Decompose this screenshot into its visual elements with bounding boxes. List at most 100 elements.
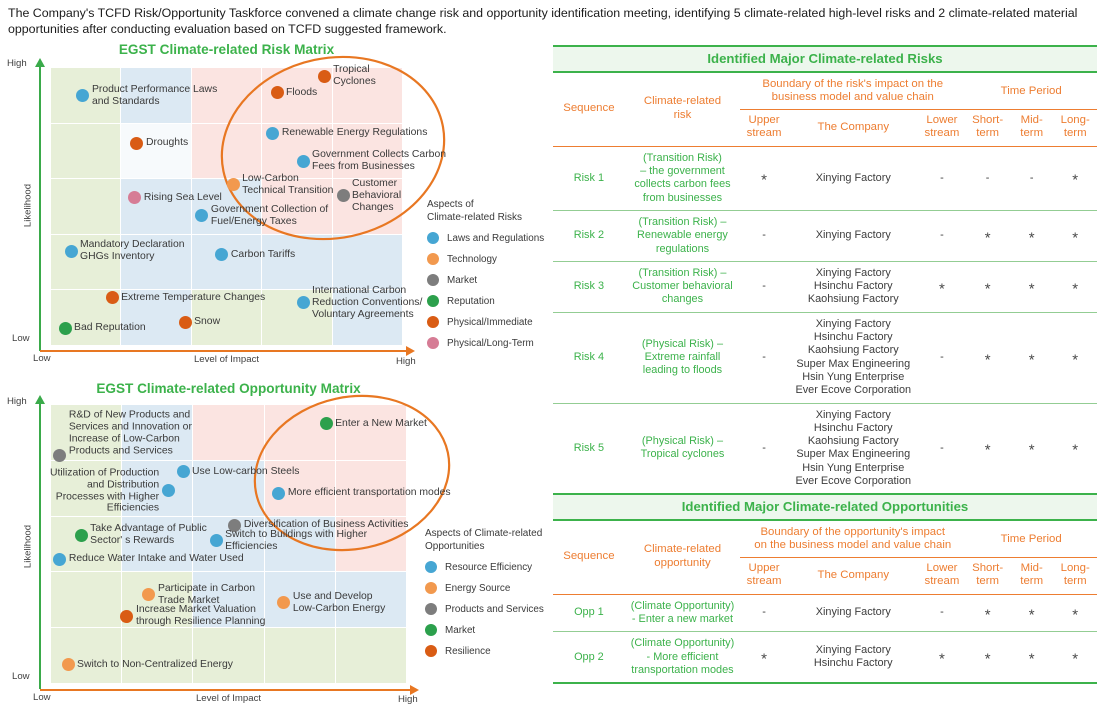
- opportunity-x-axis-label: Level of Impact: [195, 693, 262, 704]
- cell-short-term: *: [965, 594, 1010, 633]
- opportunity-matrix-title: EGST Climate-related Opportunity Matrix: [96, 381, 361, 396]
- point-label: International Carbon Reduction Conventio…: [312, 285, 423, 320]
- asterisk-mark: *: [1072, 280, 1079, 298]
- cell-mid-term: *: [1009, 631, 1054, 685]
- legend-label: Technology: [447, 253, 497, 265]
- matrix-cell-green: [51, 234, 121, 290]
- asterisk-mark: *: [1028, 606, 1035, 624]
- opportunity-y-low-label: Low: [12, 671, 30, 682]
- asterisk-mark: *: [761, 650, 767, 668]
- opportunity-x-high-label: High: [398, 694, 418, 705]
- matrix-cell-green: [51, 628, 122, 683]
- cell-short-term: *: [965, 312, 1010, 404]
- legend-item: Market: [427, 274, 547, 286]
- point-dot: [130, 136, 144, 150]
- point-dot: [58, 321, 72, 335]
- pink-legend-dot: [427, 337, 439, 349]
- point-label: Floods: [286, 86, 318, 98]
- col-short-term: Short- term: [965, 557, 1010, 595]
- point-dot: [178, 315, 192, 329]
- cell-upper-stream: *: [740, 631, 788, 685]
- point-dot: [226, 178, 240, 192]
- matrix-cell-green: [335, 628, 406, 683]
- opportunity-y-axis-label: Likelihood: [22, 524, 34, 569]
- cell-lower-stream: *: [918, 631, 966, 685]
- green-legend-dot: [427, 295, 439, 307]
- col-the-company: The Company: [787, 557, 919, 595]
- risk-matrix-title: EGST Climate-related Risk Matrix: [118, 42, 335, 57]
- table-row: Risk 2 (Transition Risk) – Renewable ener…: [553, 210, 1097, 262]
- col-long-term: Long- term: [1053, 109, 1097, 147]
- asterisk-mark: *: [984, 229, 991, 247]
- asterisk-mark: *: [984, 441, 991, 459]
- risk-x-low-label: Low: [33, 353, 51, 364]
- legend-label: Energy Source: [445, 582, 511, 594]
- risk-y-low-label: Low: [12, 333, 30, 344]
- gray-legend-dot: [427, 274, 439, 286]
- col-risk: Climate-related risk: [624, 73, 741, 147]
- risk-legend: Aspects of Climate-related Risks Laws and…: [427, 198, 547, 358]
- cell-upper-stream: *: [740, 146, 788, 212]
- cell-mid-term: -: [1009, 146, 1054, 212]
- point-label: Droughts: [145, 137, 189, 149]
- asterisk-mark: *: [1072, 650, 1079, 668]
- point-dot: [266, 126, 280, 140]
- risks-table: Identified Major Climate-related Risks S…: [553, 45, 1097, 496]
- legend-item: Physical/Long-Term: [427, 337, 547, 349]
- col-group-time: Time Period: [965, 521, 1097, 558]
- cell-company: Xinying Factory Hsinchu Factory Kaohsiun…: [787, 312, 919, 404]
- col-short-term: Short- term: [965, 109, 1010, 147]
- cell-short-term: *: [965, 210, 1010, 262]
- opportunity-y-axis: [35, 395, 45, 689]
- cell-lower-stream: -: [918, 594, 966, 633]
- col-group-boundary: Boundary of the risk's impact on the bus…: [740, 73, 966, 110]
- cell-lower-stream: -: [918, 312, 966, 404]
- legend-label: Market: [447, 274, 478, 286]
- point-label: Government Collects Carbon Fees from Bus…: [312, 149, 446, 173]
- asterisk-mark: *: [1028, 229, 1035, 247]
- table-row: Risk 4 (Physical Risk) – Extreme rainfall…: [553, 312, 1097, 404]
- cell-company: Xinying Factory: [787, 594, 919, 633]
- matrix-cell-green: [51, 572, 122, 628]
- darkorange-legend-dot: [427, 316, 439, 328]
- asterisk-mark: *: [939, 650, 945, 668]
- matrix-cell-blue: [121, 290, 191, 345]
- point-dot: [336, 189, 350, 203]
- orange-legend-dot: [427, 253, 439, 265]
- cell-lower-stream: -: [918, 210, 966, 262]
- cell-sequence: Risk 5: [553, 403, 625, 496]
- point-dot: [120, 609, 134, 623]
- point-dot: [277, 596, 291, 610]
- col-the-company: The Company: [787, 109, 919, 147]
- cell-sequence: Risk 3: [553, 261, 625, 313]
- asterisk-mark: *: [1072, 171, 1079, 189]
- cell-company: Xinying Factory Hsinchu Factory Kaohsiun…: [787, 261, 919, 313]
- matrix-cell-white: [121, 123, 191, 179]
- matrix-cell-blue: [332, 234, 402, 290]
- point-dot: [317, 69, 331, 83]
- matrix-cell-blue: [264, 572, 335, 628]
- matrix-cell-blue: [121, 179, 191, 234]
- table-row: Opp 1 (Climate Opportunity) - Enter a new…: [553, 594, 1097, 633]
- opportunities-table-title: Identified Major Climate-related Opportu…: [553, 493, 1097, 521]
- col-mid-term: Mid- term: [1009, 557, 1054, 595]
- matrix-cell-blue: [262, 234, 332, 290]
- point-dot: [105, 291, 119, 305]
- point-dot: [64, 244, 78, 258]
- darkorange-legend-dot: [425, 645, 437, 657]
- matrix-cell-green: [51, 123, 121, 179]
- cell-short-term: *: [965, 631, 1010, 685]
- cell-long-term: *: [1053, 312, 1097, 404]
- cell-upper-stream: -: [740, 312, 788, 404]
- point-label: Utilization of Production and Distributi…: [49, 467, 160, 514]
- matrix-cell-blue: [122, 405, 193, 460]
- matrix-cell-green: [264, 628, 335, 683]
- orange-legend-dot: [425, 582, 437, 594]
- intro-text: The Company's TCFD Risk/Opportunity Task…: [8, 6, 1078, 37]
- legend-item: Products and Services: [425, 603, 555, 615]
- risk-x-axis: [40, 346, 415, 356]
- matrix-cell-green: [122, 628, 193, 683]
- point-label: Switch to Non-Centralized Energy: [77, 658, 233, 670]
- point-label: Reduce Water Intake and Water Used: [68, 553, 244, 565]
